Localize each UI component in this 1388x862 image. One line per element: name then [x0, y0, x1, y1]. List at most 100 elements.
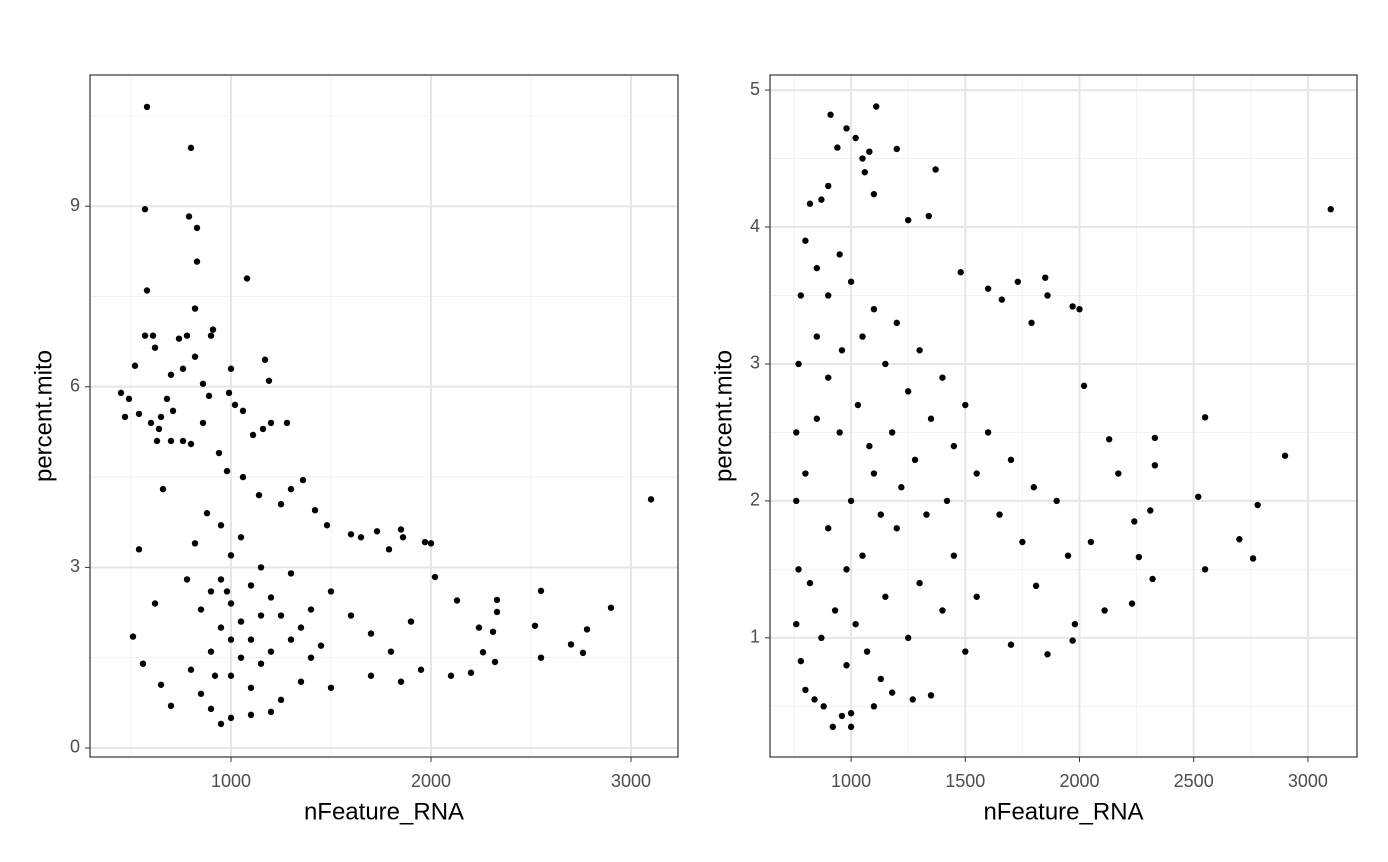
point — [489, 628, 497, 635]
point — [175, 335, 183, 342]
point — [427, 540, 435, 547]
point — [141, 206, 149, 213]
point — [257, 660, 265, 667]
point — [818, 196, 825, 203]
point — [239, 473, 247, 481]
point — [927, 692, 935, 699]
point — [877, 511, 884, 518]
point — [811, 696, 818, 703]
point — [998, 296, 1006, 303]
panel-background — [90, 75, 678, 757]
point — [852, 134, 859, 142]
point — [579, 649, 587, 657]
point — [825, 182, 832, 190]
point — [407, 618, 415, 625]
point — [825, 292, 832, 299]
point — [217, 576, 225, 583]
point — [1249, 555, 1257, 562]
point — [962, 648, 969, 655]
point — [802, 686, 809, 694]
point — [169, 407, 177, 415]
point — [207, 332, 215, 339]
point — [157, 681, 165, 688]
point — [806, 200, 814, 207]
point — [882, 360, 889, 368]
point — [207, 705, 215, 713]
y-tick-label: 3 — [750, 353, 760, 373]
point — [257, 564, 265, 571]
point — [297, 624, 305, 631]
point — [893, 145, 900, 153]
point — [1236, 536, 1243, 543]
panel-background — [770, 75, 1357, 757]
point — [866, 148, 873, 155]
point — [996, 511, 1003, 518]
point — [207, 648, 215, 655]
point — [923, 511, 930, 518]
point — [143, 287, 151, 294]
point — [199, 419, 207, 427]
point — [387, 648, 395, 655]
point — [870, 703, 878, 710]
point — [191, 540, 199, 547]
point — [927, 415, 935, 422]
point — [223, 467, 231, 475]
point — [187, 440, 195, 448]
point — [417, 666, 425, 673]
point — [249, 431, 257, 439]
point — [873, 103, 880, 110]
point — [151, 344, 159, 351]
point — [261, 356, 269, 363]
point — [147, 419, 155, 427]
point — [882, 593, 889, 600]
point — [187, 144, 195, 152]
point — [267, 594, 275, 601]
point — [179, 437, 187, 445]
point — [932, 166, 939, 173]
point — [1115, 470, 1122, 477]
point — [647, 496, 655, 503]
point — [939, 374, 946, 381]
point — [1087, 538, 1095, 546]
point — [1105, 436, 1113, 443]
point — [357, 534, 365, 541]
point — [267, 648, 275, 655]
point — [317, 642, 325, 649]
point — [943, 497, 951, 505]
y-axis-title: percent.mito — [30, 350, 57, 482]
point — [327, 684, 335, 691]
y-tick-label: 2 — [750, 490, 760, 510]
point — [818, 634, 825, 642]
point — [267, 419, 275, 427]
point — [287, 636, 295, 643]
point — [259, 425, 267, 433]
point — [1069, 637, 1076, 644]
point — [227, 636, 235, 643]
point — [247, 684, 255, 691]
point — [973, 470, 980, 477]
point — [537, 654, 545, 661]
point — [806, 579, 814, 587]
point — [227, 672, 235, 679]
point — [373, 528, 381, 535]
y-tick-label: 0 — [70, 737, 80, 757]
point — [191, 353, 199, 360]
point — [217, 522, 225, 529]
y-tick-label: 5 — [750, 79, 760, 99]
x-tick-label: 3000 — [611, 771, 651, 791]
point — [825, 374, 832, 381]
point — [802, 237, 809, 244]
point — [1131, 518, 1138, 525]
point — [479, 649, 487, 656]
point — [247, 636, 255, 643]
point — [297, 678, 305, 685]
point — [185, 213, 193, 220]
point — [237, 618, 245, 625]
point — [843, 125, 850, 132]
point — [167, 437, 175, 445]
point — [283, 419, 291, 427]
point — [1053, 497, 1060, 505]
point — [225, 389, 233, 397]
point — [852, 620, 859, 628]
y-tick-label: 3 — [70, 556, 80, 576]
